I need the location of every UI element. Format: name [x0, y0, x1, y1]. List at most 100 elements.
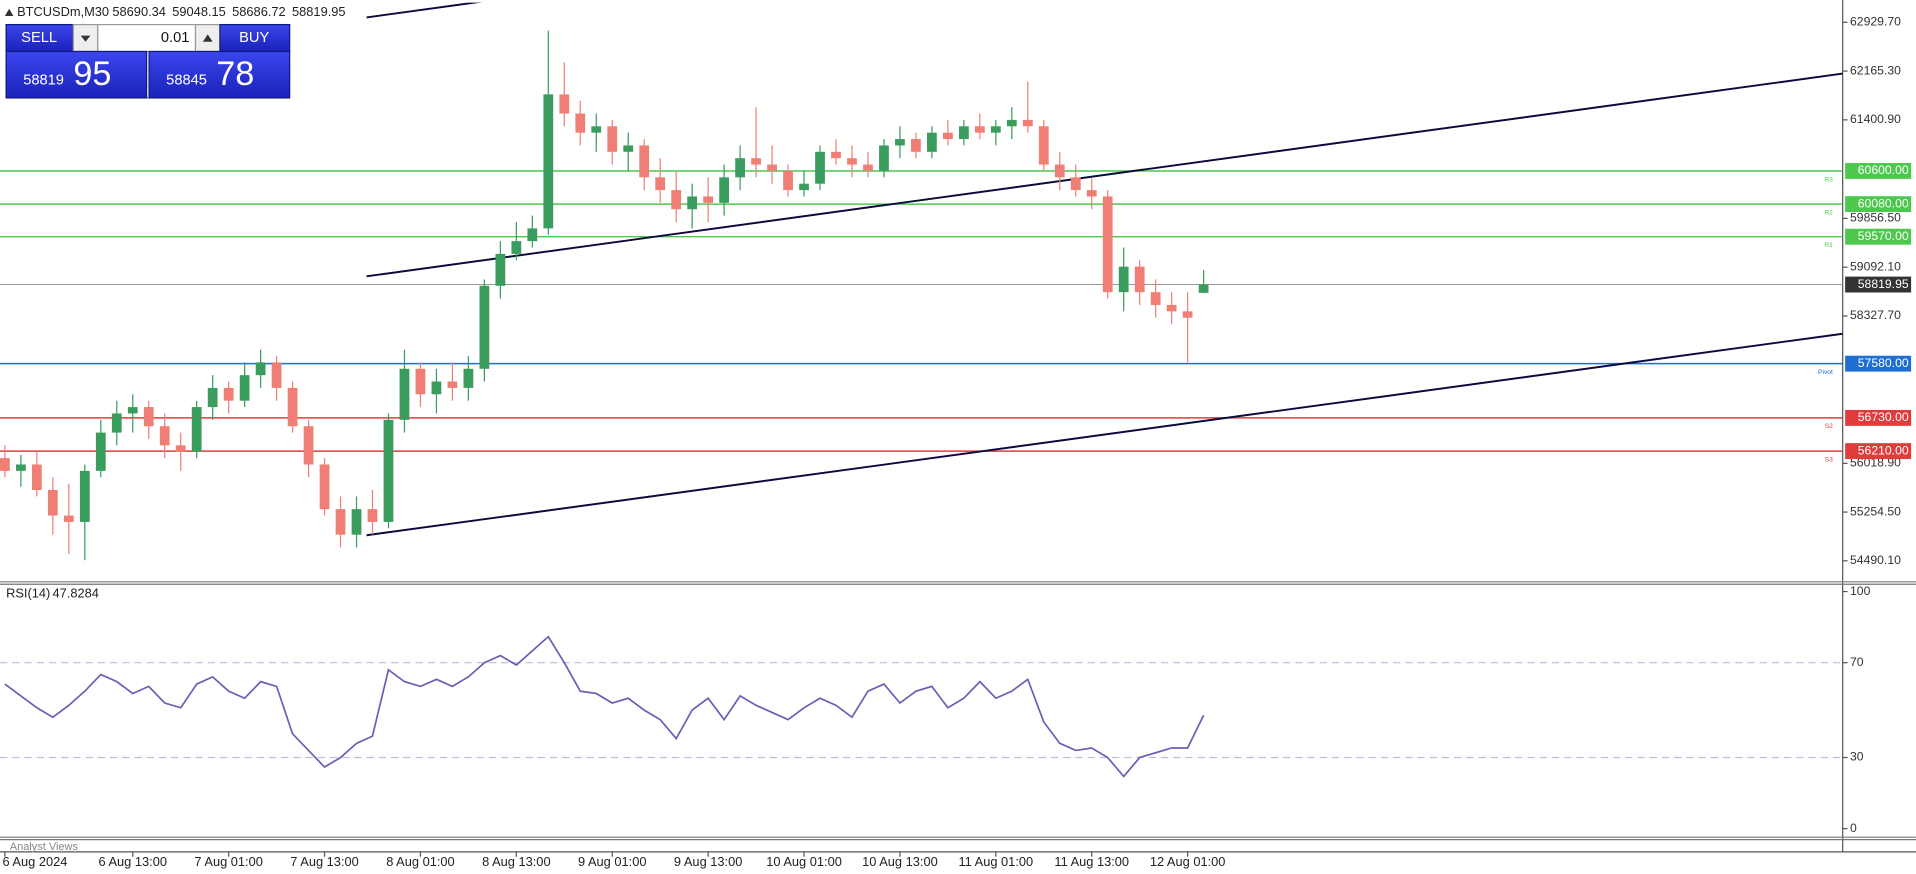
bid-fraction: 95: [73, 55, 111, 93]
candle-body: [527, 228, 538, 242]
low-price: 58686.72: [232, 4, 286, 19]
level-tag: S3: [1825, 456, 1833, 463]
trendline: [366, 72, 1843, 278]
y-tick-label: 54490.10: [1850, 553, 1901, 567]
candle-body: [1006, 119, 1017, 127]
candle-body: [271, 362, 282, 388]
candle-body: [911, 139, 921, 152]
candle-body: [687, 196, 698, 210]
level-label: 60600.00: [1858, 163, 1909, 177]
sell-label[interactable]: SELL: [21, 30, 57, 46]
footer-tab[interactable]: Analyst Views: [10, 841, 79, 853]
collapse-icon[interactable]: [4, 8, 14, 17]
level-label-box: [1845, 228, 1912, 245]
candle-body: [511, 241, 522, 254]
open-price: 58690.34: [112, 4, 166, 19]
candle-body: [703, 196, 714, 203]
candle-body: [1054, 164, 1065, 178]
candle-body: [0, 458, 10, 471]
current-price-label: 58819.95: [1858, 277, 1909, 291]
candle-body: [863, 164, 873, 171]
bid-box[interactable]: [5, 50, 148, 99]
candle-body: [367, 509, 378, 522]
candle-body: [463, 368, 474, 388]
ask-main: 58845: [166, 73, 207, 89]
candle-body: [783, 170, 793, 191]
level-label: 56730.00: [1858, 410, 1909, 424]
x-tick-label: 10 Aug 01:00: [766, 854, 842, 869]
candle-body: [1070, 177, 1081, 191]
lot-down-arrow: [80, 35, 91, 42]
candle-body: [815, 151, 825, 184]
candle-body: [479, 285, 490, 369]
buy-label[interactable]: BUY: [239, 30, 269, 46]
x-tick-label: 12 Aug 01:00: [1150, 854, 1226, 869]
candle-body: [143, 407, 154, 427]
candle-body: [223, 387, 234, 401]
candle-body: [942, 132, 953, 140]
candle-body: [767, 164, 777, 171]
candle-body: [847, 158, 857, 165]
candle-body: [1134, 266, 1145, 293]
x-tick-label: 11 Aug 01:00: [958, 854, 1033, 869]
candle-body: [895, 139, 905, 146]
chart-header: BTCUSDm,M30 58690.34 59048.15 58686.72 5…: [4, 4, 346, 19]
bid-main: 58819: [23, 73, 64, 89]
y-tick-label: 62929.70: [1850, 15, 1901, 29]
ask-box[interactable]: [148, 50, 291, 99]
candle-body: [351, 509, 362, 535]
candle-body: [127, 407, 138, 414]
lot-value[interactable]: 0.01: [161, 30, 190, 46]
candle-body: [495, 253, 506, 286]
y-tick-label: 62165.30: [1850, 63, 1901, 77]
candle-body: [751, 158, 761, 165]
rsi-line: [4, 635, 1205, 778]
candle-body: [927, 132, 937, 152]
x-tick-label: 6 Aug 13:00: [99, 854, 167, 869]
lot-input[interactable]: [97, 23, 197, 53]
candle-body: [1038, 126, 1049, 165]
candle-body: [735, 158, 745, 178]
y-tick-label: 70: [1850, 655, 1864, 669]
candle-body: [1182, 311, 1193, 318]
candle-body: [79, 470, 90, 522]
level-tag: Pivot: [1818, 369, 1833, 376]
high-price: 59048.15: [172, 4, 226, 19]
candle-body: [431, 381, 442, 395]
rsi-panel: [0, 635, 1843, 778]
y-tick-label: 0: [1850, 821, 1857, 835]
candle-body: [287, 387, 298, 427]
level-label: 56210.00: [1858, 443, 1909, 457]
candle-body: [719, 177, 730, 203]
one-click-trading: SELL 0.01 BUY 58819 95 58845 78: [5, 23, 291, 99]
trendline: [366, 332, 1843, 537]
close-price: 58819.95: [292, 4, 346, 19]
x-tick-label: 8 Aug 13:00: [482, 854, 550, 869]
candle-body: [415, 368, 426, 395]
candle-body: [1118, 266, 1129, 293]
level-label-box: [1845, 163, 1912, 179]
level-label-box: [1845, 443, 1912, 460]
level-label: 57580.00: [1858, 356, 1909, 370]
candle-body: [958, 126, 969, 140]
y-tick-label: 59092.10: [1850, 259, 1901, 273]
candle-body: [447, 381, 458, 388]
candle-body: [15, 464, 26, 471]
x-tick-label: 7 Aug 01:00: [194, 854, 262, 869]
candle-body: [383, 419, 394, 522]
candle-body: [239, 375, 250, 401]
candle-body: [591, 126, 602, 133]
candle-body: [1150, 292, 1161, 305]
sell-button[interactable]: [5, 23, 74, 53]
candle-body: [559, 94, 570, 114]
price-panel: R3 R2 R1 Pivot S2 S3: [0, 2, 1843, 561]
candle-body: [31, 464, 42, 491]
candle-body: [1102, 196, 1113, 293]
symbol: BTCUSDm,M30: [17, 4, 109, 19]
rsi-title: RSI(14): [6, 585, 50, 600]
level-label-box: [1845, 355, 1912, 372]
candle-body: [990, 126, 1001, 133]
candle-body: [1166, 304, 1177, 312]
axes: 62929.70 62165.30 61400.90 59856.50 59092.10…: [2, 15, 1912, 869]
